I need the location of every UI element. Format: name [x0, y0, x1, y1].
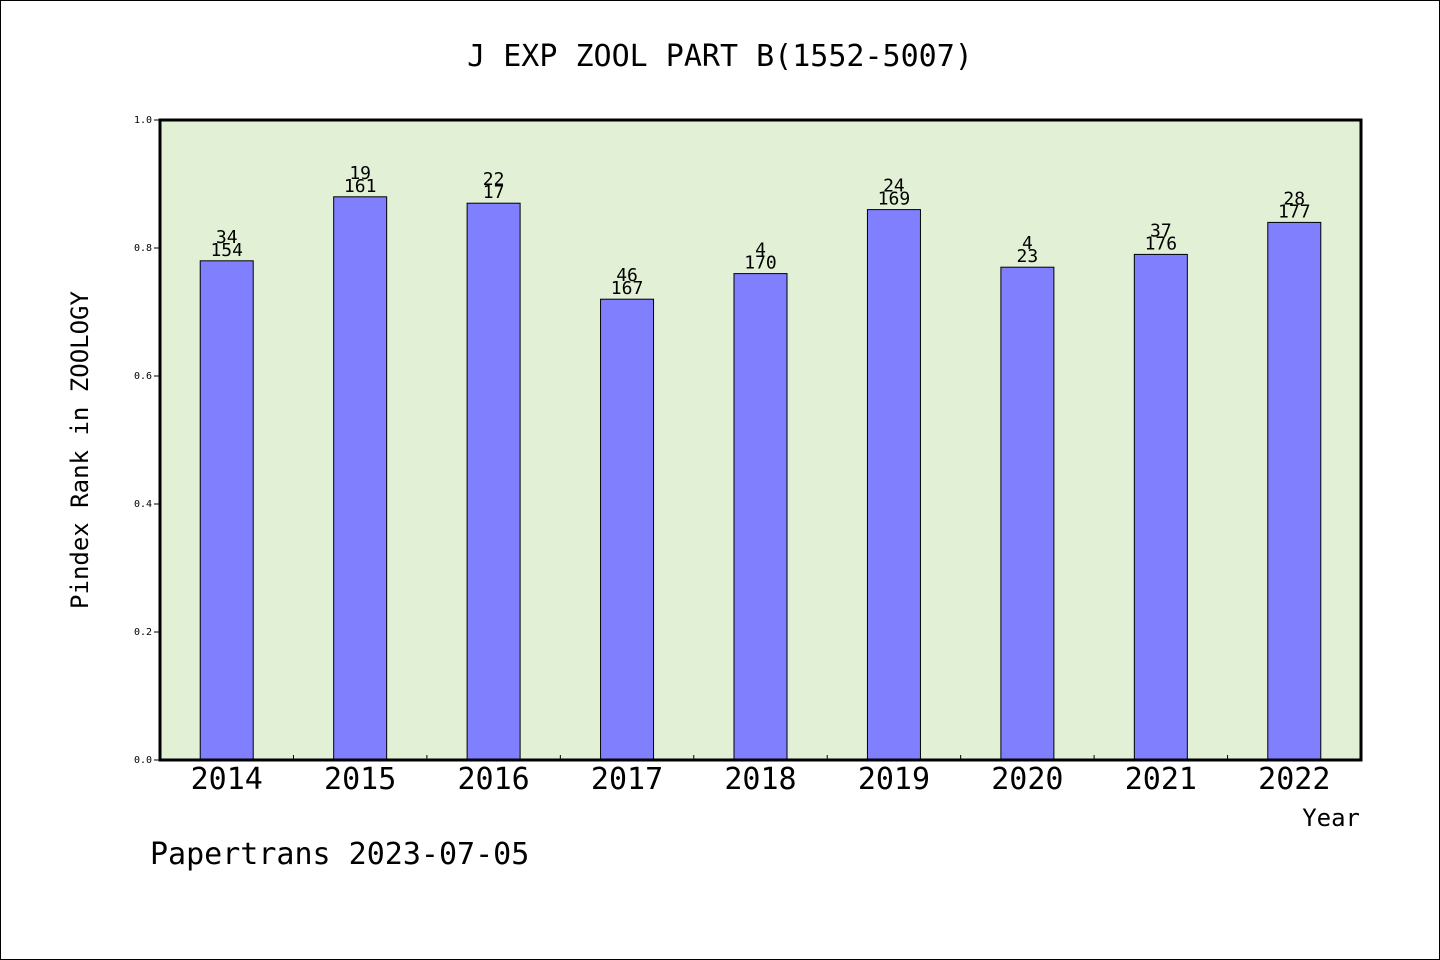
bar-label-bottom: 169: [878, 189, 911, 210]
x-tick-label: 2019: [858, 762, 930, 797]
y-tick-label: 0.4: [134, 499, 152, 510]
bar-label-top: 24: [883, 176, 905, 197]
y-tick-label: 0.2: [134, 627, 152, 638]
bar-label-top: 19: [349, 163, 371, 184]
bar-label-top: 34: [216, 227, 238, 248]
bar-2018: [733, 273, 788, 761]
bar-2022: [1267, 221, 1322, 761]
bar-2014: [199, 260, 254, 761]
x-tick-label: 2021: [1125, 762, 1197, 797]
chart-title: J EXP ZOOL PART B(1552-5007): [467, 39, 973, 74]
x-tick-label: 2020: [991, 762, 1063, 797]
bar-2016: [466, 202, 521, 761]
x-axis-label: Year: [1302, 804, 1360, 832]
bar-label-bottom: 17: [483, 182, 505, 203]
plot-border: [158, 118, 1363, 762]
x-tick-label: 2018: [724, 762, 796, 797]
bar-label-top: 22: [483, 169, 505, 190]
bar-2021: [1133, 253, 1188, 761]
bar-label-bottom: 170: [744, 253, 777, 274]
bar-2015: [333, 196, 388, 761]
x-axis: 2014 2015 2016 2017 2018 2019 2020 2021 2022: [191, 755, 1330, 797]
bar-2019: [866, 209, 921, 761]
bar-label-top: 4: [755, 240, 766, 261]
bar-label-top: 37: [1150, 220, 1172, 241]
x-tick-label: 2014: [191, 762, 263, 797]
bar-label-top: 28: [1283, 188, 1305, 209]
bar-2020: [1000, 266, 1055, 761]
bar-label-bottom: 167: [611, 278, 644, 299]
bar-label-bottom: 177: [1278, 201, 1311, 222]
bar-label-bottom: 176: [1145, 233, 1178, 254]
bar-label-bottom: 161: [344, 176, 377, 197]
x-tick-label: 2017: [591, 762, 663, 797]
y-tick-label: 1.0: [134, 115, 152, 126]
bar-2017: [600, 298, 655, 761]
bar-label-top: 46: [616, 265, 638, 286]
y-tick-label: 0.6: [134, 371, 152, 382]
bar-label-bottom: 154: [210, 240, 243, 261]
footer-text: Papertrans 2023-07-05: [150, 837, 529, 872]
y-axis-label: Pindex Rank in ZOOLOGY: [66, 291, 94, 609]
x-tick-label: 2016: [457, 762, 529, 797]
x-tick-label: 2015: [324, 762, 396, 797]
bar-label-bottom: 23: [1017, 246, 1039, 267]
y-tick-label: 0.0: [134, 755, 152, 766]
y-tick-label: 0.8: [134, 243, 152, 254]
y-axis: 0.0 0.2 0.4 0.6 0.8 1.0: [134, 115, 160, 766]
x-tick-label: 2022: [1258, 762, 1330, 797]
bar-label-top: 4: [1022, 233, 1033, 254]
